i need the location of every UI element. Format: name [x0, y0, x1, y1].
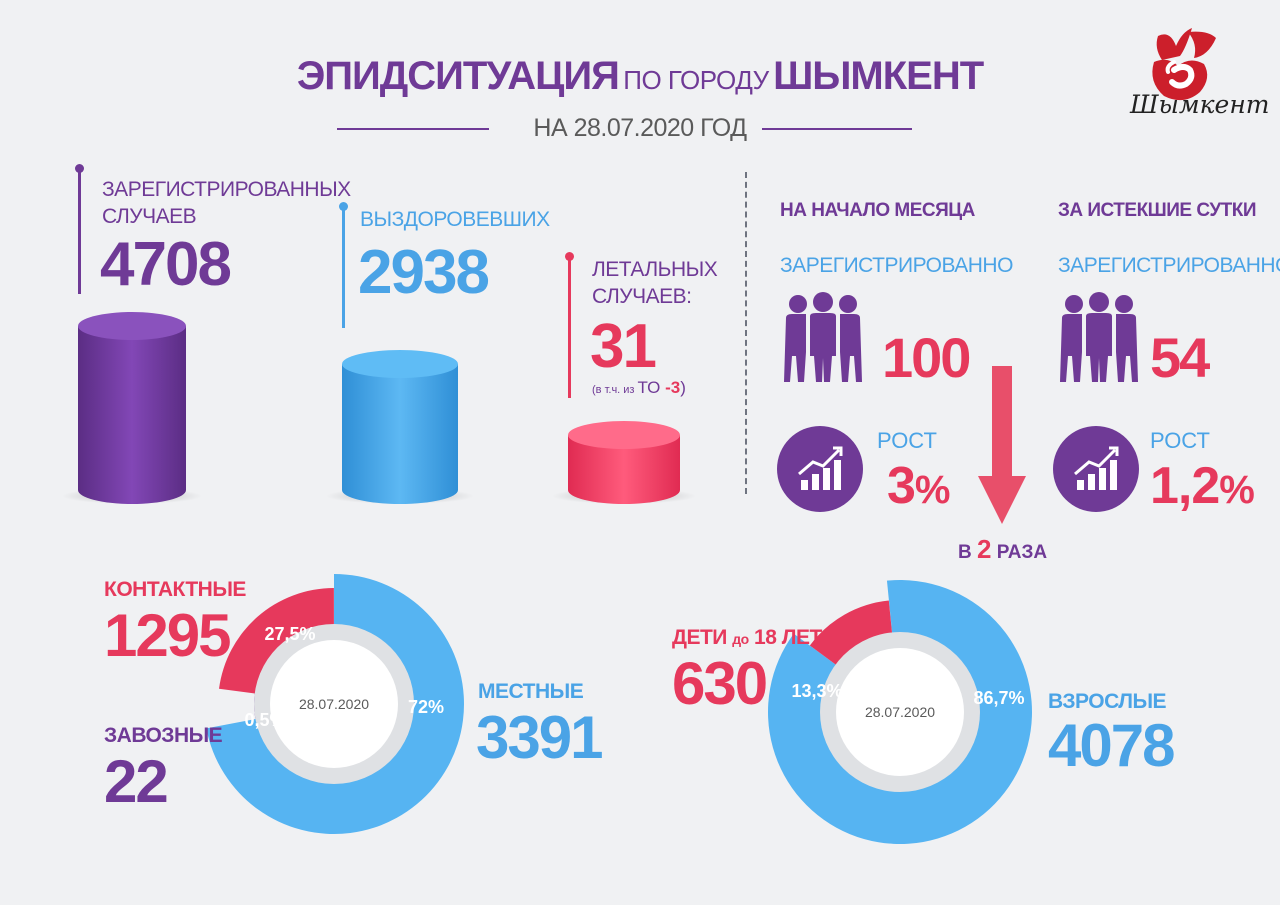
logo-text: Шымкент [1130, 90, 1270, 119]
contact-label: КОНТАКТНЫЕ [104, 578, 246, 601]
marker-line [78, 170, 81, 294]
marker-line [342, 208, 345, 328]
pct-contact: 27,5% [264, 624, 315, 644]
cylinder-chart [62, 312, 696, 504]
title-city: ШЫМКЕНТ [773, 54, 984, 98]
city-logo-icon [1152, 28, 1216, 101]
slice-adults [768, 580, 1032, 845]
local-value: 3391 [476, 704, 603, 771]
title-main: ЭПИДСИТУАЦИЯ [296, 54, 620, 98]
last-day-sub: ЗАРЕГИСТРИРОВАННО [1058, 254, 1280, 277]
contact-value: 1295 [104, 602, 231, 669]
people-icon [1060, 292, 1138, 382]
donut1-date: 28.07.2020 [299, 696, 369, 712]
month-start-sub: ЗАРЕГИСТРИРОВАННО [780, 254, 1013, 277]
deaths-note-pre: (в т.ч. из [592, 384, 638, 396]
registered-label-line2: СЛУЧАЕВ [102, 205, 197, 228]
decrease-pre: В [958, 542, 977, 563]
decrease-note: В 2 РАЗА [958, 534, 1047, 565]
adults-value: 4078 [1048, 712, 1175, 779]
children-label-end: 18 ЛЕТ [754, 626, 822, 649]
registered-label: ЗАРЕГИСТРИРОВАННЫХ СЛУЧАЕВ [102, 176, 351, 230]
deaths-label-line2: СЛУЧАЕВ: [592, 285, 692, 308]
title-mid: ПО ГОРОДУ [623, 65, 769, 95]
pct-local: 72% [408, 697, 444, 717]
pct-adults: 86,7% [973, 688, 1024, 708]
pct-children: 13,3% [791, 681, 842, 701]
donut1-center [270, 640, 398, 768]
month-growth-unit: % [914, 468, 951, 512]
growth-chart-icon [798, 446, 843, 490]
month-growth-value: 3% [887, 460, 950, 516]
registered-value: 4708 [100, 230, 232, 299]
page-title: ЭПИДСИТУАЦИЯ ПО ГОРОДУ ШЫМКЕНТ [0, 54, 1280, 99]
recovered-label: ВЫЗДОРОВЕВШИХ [360, 208, 550, 231]
children-label-main: ДЕТИ [672, 626, 727, 649]
bar-0 [78, 326, 186, 504]
day-growth-label: РОСТ [1150, 428, 1210, 453]
pct-imported: 0,5% [244, 710, 285, 730]
down-arrow-icon [978, 366, 1026, 524]
growth-circle [1053, 426, 1139, 512]
imported-label: ЗАВОЗНЫЕ [104, 724, 223, 747]
last-day-heading: ЗА ИСТЕКШИЕ СУТКИ [1058, 200, 1257, 221]
bar-top-1 [342, 350, 458, 378]
bar-2 [568, 435, 680, 504]
children-label: ДЕТИ до 18 ЛЕТ [672, 626, 822, 650]
deaths-value: 31 [590, 312, 657, 381]
bar-1 [342, 364, 458, 504]
deaths-label-line1: ЛЕТАЛЬНЫХ [592, 258, 718, 281]
header-rule-right [762, 128, 912, 130]
donut2-center [836, 648, 964, 776]
decrease-num: 2 [977, 534, 992, 564]
children-label-small: до [732, 631, 749, 647]
registered-label-line1: ЗАРЕГИСТРИРОВАННЫХ [102, 178, 351, 201]
day-growth-value: 1,2% [1150, 457, 1255, 516]
adults-label: ВЗРОСЛЫЕ [1048, 690, 1167, 713]
day-growth-unit: % [1219, 468, 1255, 512]
slice-local [206, 574, 464, 834]
marker-line [568, 258, 571, 398]
growth-circle [777, 426, 863, 512]
deaths-note-post: ) [680, 378, 686, 397]
decrease-post: РАЗА [991, 542, 1048, 563]
deaths-note-value: -3 [660, 378, 681, 397]
bar-top-0 [78, 312, 186, 340]
day-growth-number: 1,2 [1150, 457, 1220, 515]
header-rule-left [337, 128, 489, 130]
marker-dot [339, 202, 348, 211]
marker-dot [565, 252, 574, 261]
column-separator [745, 172, 747, 494]
donut2-date: 28.07.2020 [865, 704, 935, 720]
imported-value: 22 [104, 748, 169, 815]
month-growth-number: 3 [887, 457, 916, 515]
local-label: МЕСТНЫЕ [478, 680, 584, 703]
marker-dot [75, 164, 84, 173]
people-icon [784, 292, 862, 382]
growth-chart-icon [1074, 446, 1119, 490]
recovered-value: 2938 [358, 238, 490, 307]
slice-contact [219, 588, 334, 697]
deaths-label: ЛЕТАЛЬНЫХ СЛУЧАЕВ: [592, 256, 718, 310]
month-start-heading: НА НАЧАЛО МЕСЯЦА [780, 200, 975, 221]
city-logo: Шымкент [1128, 26, 1270, 130]
last-day-value: 54 [1150, 326, 1210, 389]
deaths-note-to: ТО [637, 378, 661, 397]
deaths-note: (в т.ч. из ТО -3) [592, 378, 686, 398]
month-start-value: 100 [882, 326, 971, 389]
children-value: 630 [672, 650, 768, 717]
bar-top-2 [568, 421, 680, 449]
report-date: НА 28.07.2020 ГОД [533, 114, 747, 142]
month-growth-label: РОСТ [877, 428, 937, 453]
